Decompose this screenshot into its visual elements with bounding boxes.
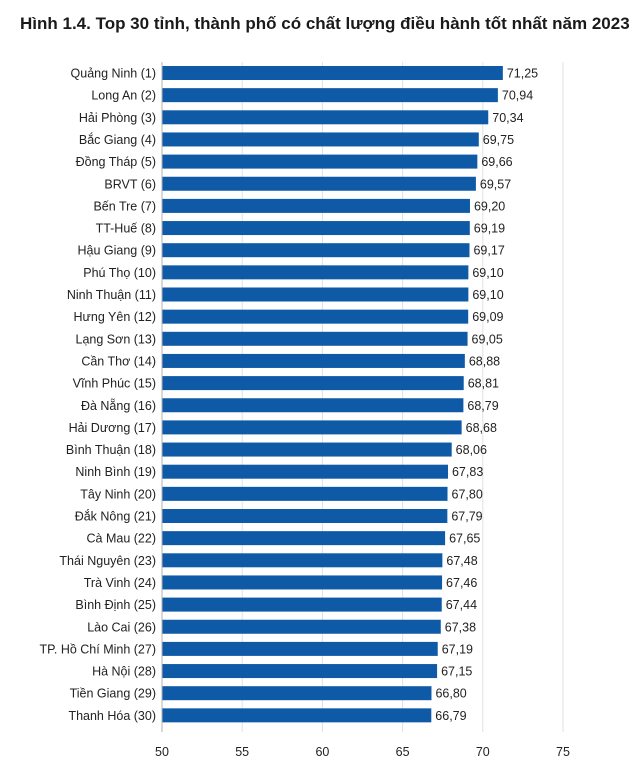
data-label: 67,44 bbox=[446, 598, 477, 612]
category-label: Long An (2) bbox=[91, 89, 156, 103]
data-label: 66,79 bbox=[435, 709, 466, 723]
data-label: 68,81 bbox=[468, 377, 499, 391]
chart-title: Hình 1.4. Top 30 tỉnh, thành phố có chất… bbox=[20, 14, 630, 33]
data-label: 69,57 bbox=[480, 177, 511, 191]
category-label: Hậu Giang (9) bbox=[77, 244, 156, 258]
bar bbox=[162, 553, 443, 568]
bar bbox=[162, 198, 470, 213]
data-label: 69,17 bbox=[473, 244, 504, 258]
category-label: Hải Dương (17) bbox=[69, 421, 156, 435]
data-label: 69,10 bbox=[472, 288, 503, 302]
category-label: Đắk Nông (21) bbox=[75, 509, 156, 524]
data-label: 67,65 bbox=[449, 532, 480, 546]
data-label: 69,66 bbox=[481, 155, 512, 169]
category-label: Phú Thọ (10) bbox=[83, 266, 156, 280]
bar bbox=[162, 509, 448, 523]
category-label: Thanh Hóa (30) bbox=[68, 709, 156, 723]
category-label: Vĩnh Phúc (15) bbox=[73, 377, 156, 391]
bar bbox=[162, 531, 446, 546]
data-label: 69,10 bbox=[472, 266, 503, 280]
data-label: 67,48 bbox=[446, 554, 477, 568]
category-label: Hải Phòng (3) bbox=[79, 111, 156, 125]
data-label: 67,19 bbox=[442, 642, 473, 656]
bar bbox=[162, 686, 432, 701]
data-label: 69,20 bbox=[474, 199, 505, 213]
category-label: Lào Cai (26) bbox=[87, 620, 156, 634]
category-label: Bến Tre (7) bbox=[93, 199, 156, 213]
category-label: Cần Thơ (14) bbox=[81, 354, 156, 368]
bar bbox=[162, 243, 470, 258]
data-label: 67,15 bbox=[441, 665, 472, 679]
bar bbox=[162, 353, 465, 368]
data-label: 68,68 bbox=[466, 421, 497, 435]
category-label: Bắc Giang (4) bbox=[79, 132, 156, 147]
bar bbox=[162, 464, 448, 479]
data-label: 67,80 bbox=[452, 487, 483, 501]
bar bbox=[162, 176, 476, 191]
bar bbox=[162, 641, 438, 656]
x-tick-label: 75 bbox=[556, 745, 570, 759]
bar bbox=[162, 664, 438, 679]
bar bbox=[162, 619, 441, 634]
data-label: 67,46 bbox=[446, 576, 477, 590]
bar bbox=[162, 376, 464, 391]
data-label: 69,09 bbox=[472, 310, 503, 324]
category-label: Cà Mau (22) bbox=[87, 532, 156, 546]
category-label: Ninh Thuận (11) bbox=[67, 288, 156, 302]
bar bbox=[162, 420, 462, 435]
category-label: Hưng Yên (12) bbox=[74, 310, 157, 324]
data-label: 69,75 bbox=[483, 133, 514, 147]
category-label: Hà Nội (28) bbox=[92, 665, 156, 679]
data-label: 67,83 bbox=[452, 465, 483, 479]
bar bbox=[162, 132, 479, 147]
bar bbox=[162, 88, 498, 103]
category-label: Bình Thuận (18) bbox=[66, 443, 156, 457]
category-label: Đà Nẵng (16) bbox=[81, 398, 156, 413]
bar bbox=[162, 309, 469, 324]
data-label: 70,94 bbox=[502, 89, 533, 103]
category-label: Ninh Bình (19) bbox=[75, 465, 156, 479]
category-label: Tây Ninh (20) bbox=[80, 487, 156, 501]
category-label: BRVT (6) bbox=[104, 177, 156, 191]
category-label: Tiền Giang (29) bbox=[70, 687, 156, 701]
x-tick-label: 65 bbox=[396, 745, 410, 759]
category-label: Trà Vinh (24) bbox=[84, 576, 156, 590]
data-label: 69,05 bbox=[472, 332, 503, 346]
data-label: 70,34 bbox=[492, 111, 523, 125]
data-label: 66,80 bbox=[435, 687, 466, 701]
bar bbox=[162, 287, 469, 302]
bar bbox=[162, 66, 503, 80]
bar bbox=[162, 221, 470, 236]
bar bbox=[162, 575, 443, 590]
category-label: Quảng Ninh (1) bbox=[71, 67, 156, 81]
bar bbox=[162, 597, 442, 612]
category-label: TT-Huế (8) bbox=[96, 222, 156, 236]
data-label: 68,06 bbox=[456, 443, 487, 457]
category-label: Đồng Tháp (5) bbox=[76, 155, 156, 169]
data-label: 67,38 bbox=[445, 620, 476, 634]
bar bbox=[162, 110, 489, 125]
data-label: 69,19 bbox=[474, 222, 505, 236]
data-label: 71,25 bbox=[507, 67, 538, 81]
bar bbox=[162, 486, 448, 501]
bar bbox=[162, 398, 464, 413]
category-label: Lạng Sơn (13) bbox=[76, 332, 156, 346]
bar bbox=[162, 265, 469, 280]
bar bbox=[162, 708, 432, 723]
category-label: Thái Nguyên (23) bbox=[59, 554, 156, 568]
data-label: 68,79 bbox=[467, 399, 498, 413]
bar bbox=[162, 331, 468, 346]
bar bbox=[162, 442, 452, 457]
x-tick-label: 55 bbox=[235, 745, 249, 759]
data-label: 68,88 bbox=[469, 354, 500, 368]
x-tick-label: 70 bbox=[476, 745, 490, 759]
category-label: TP. Hồ Chí Minh (27) bbox=[40, 642, 156, 656]
category-label: Bình Định (25) bbox=[75, 598, 156, 612]
bar bbox=[162, 154, 478, 169]
data-label: 67,79 bbox=[451, 510, 482, 524]
x-tick-label: 60 bbox=[315, 745, 329, 759]
x-tick-label: 50 bbox=[155, 745, 169, 759]
